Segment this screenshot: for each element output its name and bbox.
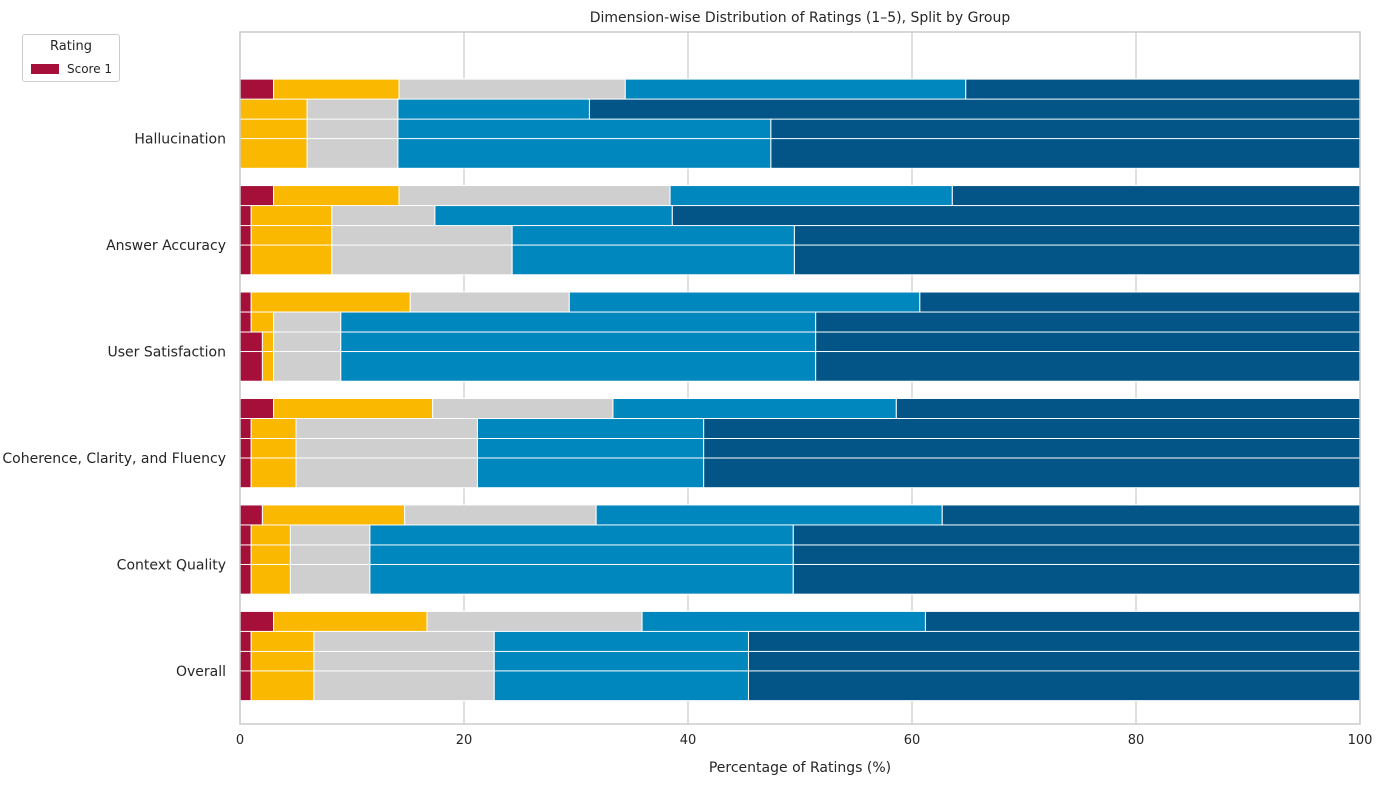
legend-title: Rating bbox=[50, 39, 92, 54]
y-tick-label: Hallucination bbox=[134, 131, 226, 147]
bar-segment-score-1 bbox=[239, 670, 252, 702]
bar-segment-score-2 bbox=[250, 670, 315, 702]
legend: Rating Score 1 bbox=[22, 34, 120, 82]
bar-segment-score-4 bbox=[397, 138, 772, 169]
axes: 0 20 40 60 80 100 Hallucination Answer Accuracy… bbox=[2, 31, 1373, 748]
bar-segment-score-4 bbox=[340, 351, 817, 382]
legend-label: Score 1 bbox=[67, 62, 113, 76]
plot-frame bbox=[239, 31, 1361, 725]
bars bbox=[239, 78, 1361, 702]
legend-entry: Score 1 bbox=[31, 62, 112, 76]
x-tick-label: 60 bbox=[904, 733, 921, 748]
bar-segment-score-5 bbox=[815, 351, 1361, 382]
bar-segment-score-2 bbox=[261, 351, 275, 382]
bar-segment-score-1 bbox=[239, 351, 263, 382]
chart-title: Dimension-wise Distribution of Ratings (… bbox=[590, 10, 1011, 26]
bar-segment-score-3 bbox=[306, 138, 399, 169]
bar-segment-score-3 bbox=[295, 457, 478, 489]
x-tick-label: 20 bbox=[456, 733, 473, 748]
bar-segment-score-3 bbox=[313, 670, 495, 702]
x-tick-label: 40 bbox=[680, 733, 697, 748]
bar-segment-score-3 bbox=[273, 351, 342, 382]
bar-segment-score-4 bbox=[369, 563, 794, 595]
bar-segment-score-4 bbox=[476, 457, 705, 489]
legend-swatch bbox=[31, 64, 59, 74]
bar-segment-score-5 bbox=[770, 138, 1361, 169]
x-axis-label: Percentage of Ratings (%) bbox=[709, 760, 891, 776]
bar-segment-score-2 bbox=[250, 563, 291, 595]
bar-segment-score-2 bbox=[250, 457, 297, 489]
bar-segment-score-2 bbox=[239, 138, 308, 169]
x-tick-label: 0 bbox=[236, 733, 244, 748]
bar-segment-score-5 bbox=[747, 670, 1361, 702]
bar-segment-score-4 bbox=[511, 244, 795, 276]
bar-segment-score-5 bbox=[793, 244, 1361, 276]
bar-segment-score-1 bbox=[239, 457, 252, 489]
x-tick-label: 80 bbox=[1128, 733, 1145, 748]
bar-segment-score-2 bbox=[250, 244, 333, 276]
bar-segment-score-4 bbox=[493, 670, 749, 702]
y-tick-label: Context Quality bbox=[117, 557, 226, 573]
y-tick-label: Overall bbox=[176, 664, 226, 680]
y-tick-label: User Satisfaction bbox=[107, 344, 226, 360]
bar-segment-score-1 bbox=[239, 563, 252, 595]
bar-segment-score-3 bbox=[289, 563, 371, 595]
y-tick-label: Answer Accuracy bbox=[106, 238, 226, 254]
bar-segment-score-5 bbox=[792, 563, 1361, 595]
x-tick-label: 100 bbox=[1348, 733, 1373, 748]
bar-segment-score-1 bbox=[239, 244, 252, 276]
bar-segment-score-5 bbox=[703, 457, 1361, 489]
bar-segment-score-3 bbox=[331, 244, 513, 276]
y-tick-label: Coherence, Clarity, and Fluency bbox=[2, 451, 226, 467]
